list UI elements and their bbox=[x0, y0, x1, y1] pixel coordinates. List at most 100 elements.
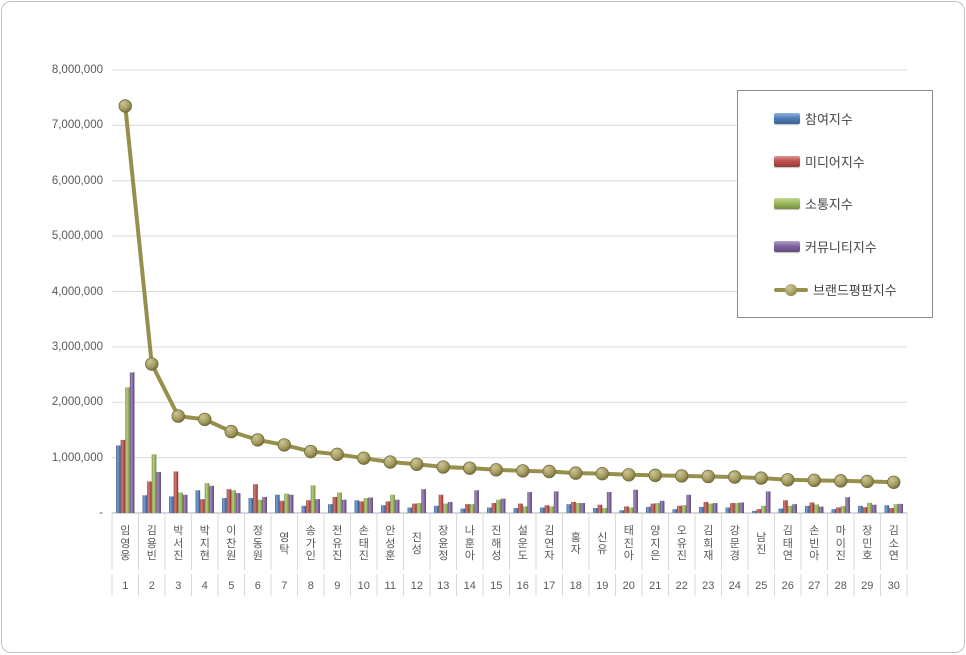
x-label-rank: 5 bbox=[228, 580, 235, 592]
bar-커뮤니티지수 bbox=[315, 499, 320, 513]
x-label-rank: 27 bbox=[808, 580, 821, 592]
line-marker bbox=[251, 433, 265, 447]
bar-참여지수 bbox=[699, 506, 704, 513]
bar-참여지수 bbox=[195, 490, 201, 513]
bar-소통지수 bbox=[416, 503, 422, 513]
x-label-rank: 25 bbox=[755, 580, 768, 592]
line-marker bbox=[383, 455, 397, 469]
line-marker bbox=[807, 473, 821, 488]
bar-소통지수 bbox=[575, 503, 581, 513]
x-label-name: 태 진 아 bbox=[623, 525, 634, 563]
bar-커뮤니티지수 bbox=[235, 493, 241, 513]
legend-label: 브랜드평판지수 bbox=[813, 283, 897, 299]
bar-커뮤니티지수 bbox=[368, 497, 373, 513]
bar-미디어지수 bbox=[438, 494, 444, 513]
x-label-rank: 15 bbox=[490, 580, 503, 592]
bar-커뮤니티지수 bbox=[288, 494, 294, 513]
bar-미디어지수 bbox=[359, 501, 364, 513]
line-marker bbox=[463, 461, 477, 475]
line-marker bbox=[887, 475, 901, 489]
x-label-name: 장 민 호 bbox=[862, 525, 873, 563]
x-axis-category-names: 임 영 웅 김 용 빈 박 서 진 박 지 현 이 찬 원 정 동 원 영 탁 송 가 인 전 … bbox=[112, 516, 907, 572]
x-label-rank: 18 bbox=[569, 580, 582, 592]
x-label-rank: 23 bbox=[702, 580, 715, 592]
bar-미디어지수 bbox=[306, 500, 311, 513]
bar-미디어지수 bbox=[597, 504, 603, 513]
x-label-name: 정 동 원 bbox=[252, 525, 263, 563]
bar-커뮤니티지수 bbox=[633, 489, 638, 513]
x-label-rank: 10 bbox=[357, 580, 370, 592]
legend-swatch-icon bbox=[774, 198, 800, 210]
bar-소통지수 bbox=[734, 503, 740, 513]
bar-참여지수 bbox=[725, 507, 731, 513]
bar-미디어지수 bbox=[677, 505, 682, 513]
legend-swatch-icon bbox=[774, 112, 800, 124]
x-label-name: 영 탁 bbox=[279, 531, 290, 557]
bar-커뮤니티지수 bbox=[580, 503, 585, 513]
bar-미디어지수 bbox=[385, 501, 391, 513]
bar-참여지수 bbox=[116, 445, 121, 513]
y-tick-label: 1,000,000 bbox=[51, 451, 103, 464]
line-marker bbox=[118, 99, 132, 113]
bar-소통지수 bbox=[549, 506, 554, 513]
bar-참여지수 bbox=[142, 495, 148, 513]
line-marker bbox=[171, 409, 185, 423]
x-label-rank: 1 bbox=[122, 580, 129, 592]
x-label-name: 신 유 bbox=[597, 531, 608, 557]
bar-미디어지수 bbox=[624, 506, 629, 513]
bar-참여지수 bbox=[513, 508, 519, 513]
x-label-name: 홍 자 bbox=[570, 531, 581, 557]
bar-참여지수 bbox=[805, 505, 810, 513]
x-label-name: 전 유 진 bbox=[332, 525, 343, 563]
line-marker bbox=[330, 447, 344, 462]
line-marker bbox=[675, 469, 689, 483]
bar-소통지수 bbox=[867, 502, 872, 513]
bar-소통지수 bbox=[231, 490, 236, 513]
bar-소통지수 bbox=[655, 503, 660, 513]
bar-소통지수 bbox=[814, 504, 819, 513]
bar-참여지수 bbox=[778, 508, 784, 513]
x-label-rank: 29 bbox=[861, 580, 874, 592]
bar-참여지수 bbox=[222, 498, 227, 513]
bar-참여지수 bbox=[619, 510, 625, 513]
x-label-rank: 8 bbox=[307, 580, 314, 592]
x-label-rank: 4 bbox=[201, 580, 208, 592]
legend-box: 참여지수 미디어지수 소통지수 커뮤니티지수 브랜드평판지수 bbox=[737, 90, 933, 318]
bar-커뮤니티지수 bbox=[182, 494, 188, 513]
x-label-rank: 16 bbox=[516, 580, 529, 592]
x-label-rank: 13 bbox=[437, 580, 450, 592]
x-axis-rank-numbers: 1 2 3 4 5 6 7 8 9 10 11 12 13 14 15 16 17 18 19 20 21 22 23 24 2… bbox=[112, 576, 907, 596]
line-marker bbox=[436, 460, 450, 474]
bar-미디어지수 bbox=[147, 481, 152, 513]
bar-참여지수 bbox=[248, 498, 254, 513]
bar-커뮤니티지수 bbox=[606, 491, 612, 513]
bar-미디어지수 bbox=[650, 503, 656, 513]
x-label-rank: 14 bbox=[463, 580, 476, 592]
bar-소통지수 bbox=[496, 499, 501, 513]
bar-커뮤니티지수 bbox=[262, 496, 267, 513]
bar-커뮤니티지수 bbox=[209, 485, 214, 513]
line-marker bbox=[781, 473, 795, 487]
bar-커뮤니티지수 bbox=[500, 498, 506, 513]
bar-미디어지수 bbox=[862, 507, 868, 513]
y-tick-label: 4,000,000 bbox=[51, 285, 103, 298]
bar-참여지수 bbox=[884, 505, 890, 513]
bar-미디어지수 bbox=[412, 503, 417, 513]
legend-item: 참여지수 bbox=[738, 109, 932, 128]
line-marker bbox=[834, 474, 848, 488]
x-label-rank: 22 bbox=[675, 580, 688, 592]
bar-커뮤니티지수 bbox=[765, 491, 771, 513]
line-marker bbox=[754, 471, 768, 485]
bar-미디어지수 bbox=[465, 504, 470, 513]
bar-참여지수 bbox=[434, 505, 439, 513]
bar-미디어지수 bbox=[200, 499, 205, 513]
bar-참여지수 bbox=[275, 494, 280, 513]
bar-커뮤니티지수 bbox=[394, 499, 400, 513]
line-marker bbox=[357, 451, 371, 465]
legend-swatch-icon bbox=[774, 241, 800, 253]
bar-커뮤니티지수 bbox=[527, 491, 532, 513]
bar-미디어지수 bbox=[279, 500, 285, 513]
line-marker bbox=[489, 463, 503, 477]
bar-커뮤니티지수 bbox=[739, 502, 744, 513]
